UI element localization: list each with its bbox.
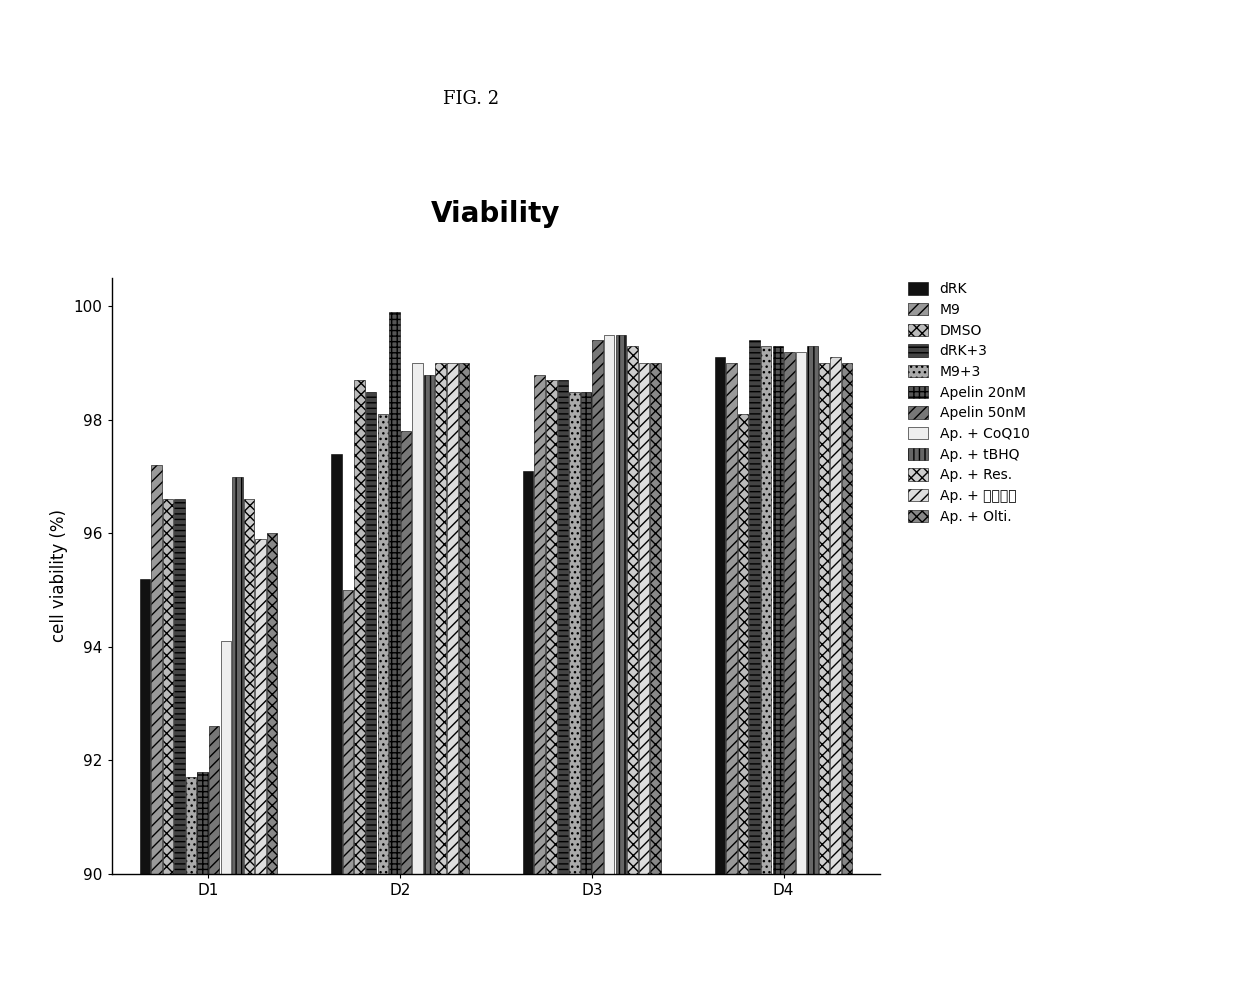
Bar: [738, 414, 748, 874]
Bar: [413, 363, 423, 874]
Bar: [761, 347, 771, 874]
Bar: [818, 363, 830, 874]
Bar: [784, 352, 795, 874]
Bar: [267, 533, 278, 874]
Bar: [459, 363, 469, 874]
Bar: [175, 499, 185, 874]
Bar: [151, 466, 161, 874]
Bar: [727, 363, 737, 874]
Bar: [534, 374, 544, 874]
Bar: [355, 380, 365, 874]
Bar: [186, 778, 196, 874]
Bar: [639, 363, 650, 874]
Bar: [650, 363, 661, 874]
Bar: [569, 391, 579, 874]
Bar: [389, 312, 399, 874]
Legend: dRK, M9, DMSO, dRK+3, M9+3, Apelin 20nM, Apelin 50nM, Ap. + CoQ10, Ap. + tBHQ, A: dRK, M9, DMSO, dRK+3, M9+3, Apelin 20nM,…: [904, 278, 1034, 527]
Bar: [615, 335, 626, 874]
Bar: [627, 347, 637, 874]
Bar: [749, 341, 760, 874]
Bar: [424, 374, 434, 874]
Bar: [244, 499, 254, 874]
Bar: [558, 380, 568, 874]
Bar: [842, 363, 852, 874]
Bar: [546, 380, 557, 874]
Bar: [255, 539, 265, 874]
Y-axis label: cell viability (%): cell viability (%): [50, 509, 68, 642]
Bar: [448, 363, 458, 874]
Bar: [796, 352, 806, 874]
Bar: [221, 641, 231, 874]
Bar: [140, 579, 150, 874]
Bar: [523, 471, 533, 874]
Bar: [232, 477, 243, 874]
Bar: [580, 391, 591, 874]
Text: FIG. 2: FIG. 2: [443, 90, 500, 108]
Bar: [162, 499, 174, 874]
Bar: [210, 726, 219, 874]
Bar: [342, 590, 353, 874]
Title: Viability: Viability: [432, 201, 560, 228]
Bar: [604, 335, 615, 874]
Bar: [435, 363, 446, 874]
Bar: [197, 772, 208, 874]
Bar: [366, 391, 377, 874]
Bar: [377, 414, 388, 874]
Bar: [831, 357, 841, 874]
Bar: [714, 357, 725, 874]
Bar: [593, 341, 603, 874]
Bar: [807, 347, 817, 874]
Bar: [331, 454, 342, 874]
Bar: [401, 431, 412, 874]
Bar: [773, 347, 782, 874]
